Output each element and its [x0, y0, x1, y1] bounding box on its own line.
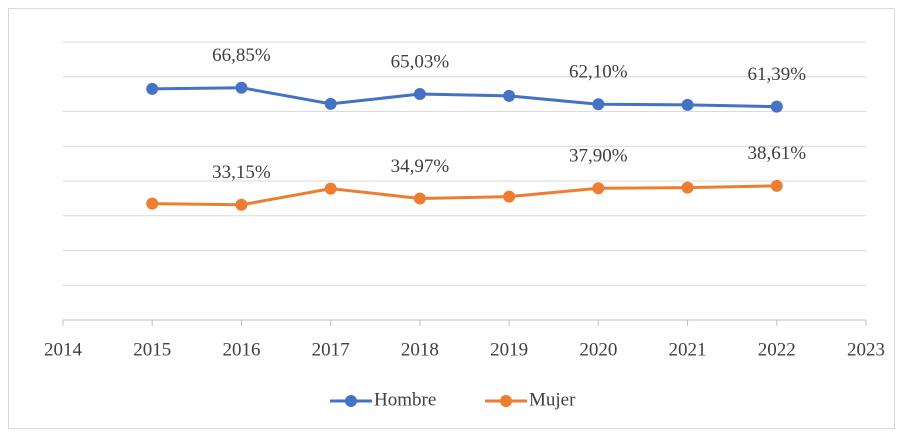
data-point	[503, 190, 516, 203]
x-tick-label: 2015	[133, 339, 171, 360]
data-point	[324, 97, 337, 110]
data-point	[146, 197, 159, 210]
x-tick-label: 2014	[44, 339, 83, 360]
data-label: 61,39%	[747, 64, 806, 85]
data-label: 34,97%	[391, 156, 450, 177]
x-tick-label: 2019	[490, 339, 528, 360]
x-tick-label: 2018	[401, 339, 439, 360]
data-point	[235, 198, 248, 211]
data-point	[681, 181, 694, 194]
data-point	[146, 82, 159, 95]
data-label: 33,15%	[212, 162, 271, 183]
x-tick-label: 2022	[758, 339, 796, 360]
x-tick-label: 2020	[579, 339, 617, 360]
data-point	[592, 182, 605, 195]
x-tick-label: 2016	[222, 339, 260, 360]
data-label: 38,61%	[747, 143, 806, 164]
x-tick-label: 2017	[312, 339, 350, 360]
legend-label: Hombre	[374, 389, 436, 410]
data-point	[592, 98, 605, 111]
data-point	[413, 88, 426, 101]
data-point	[503, 89, 516, 102]
legend-marker	[345, 395, 357, 407]
data-point	[235, 81, 248, 94]
data-point	[770, 179, 783, 192]
chart-frame	[8, 8, 895, 429]
data-label: 37,90%	[569, 146, 628, 167]
data-label: 66,85%	[212, 45, 271, 66]
series-line	[152, 184, 777, 207]
legend-label: Mujer	[529, 389, 576, 410]
legend-marker	[500, 395, 512, 407]
data-point	[770, 100, 783, 113]
x-tick-label: 2023	[847, 339, 885, 360]
data-point	[324, 182, 337, 195]
series-line	[152, 86, 777, 109]
data-point	[681, 98, 694, 111]
data-label: 62,10%	[569, 62, 628, 83]
x-tick-label: 2021	[669, 339, 707, 360]
data-label: 65,03%	[391, 51, 450, 72]
data-point	[413, 192, 426, 205]
